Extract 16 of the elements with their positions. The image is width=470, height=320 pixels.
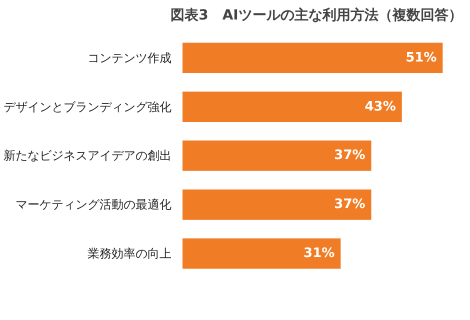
y-tick-label: デザインとブランディング強化 (4, 100, 172, 114)
bar (182, 238, 341, 269)
data-label: 37% (334, 148, 366, 164)
bar (182, 92, 402, 122)
bar (182, 189, 372, 220)
y-tick-label: 新たなビジネスアイデアの創出 (4, 148, 172, 163)
bar (182, 140, 372, 171)
y-tick-label: マーケティング活動の最適化 (16, 198, 172, 212)
data-label: 51% (406, 50, 437, 66)
y-tick-label: コンテンツ作成 (88, 50, 172, 65)
data-label: 43% (364, 99, 396, 114)
data-label: 31% (304, 246, 335, 262)
chart-title: 図表3 AIツールの主な利用方法（複数回答） (170, 6, 462, 24)
data-label: 37% (334, 197, 366, 212)
y-tick-label: 業務効率の向上 (88, 246, 172, 261)
bar (182, 42, 443, 74)
